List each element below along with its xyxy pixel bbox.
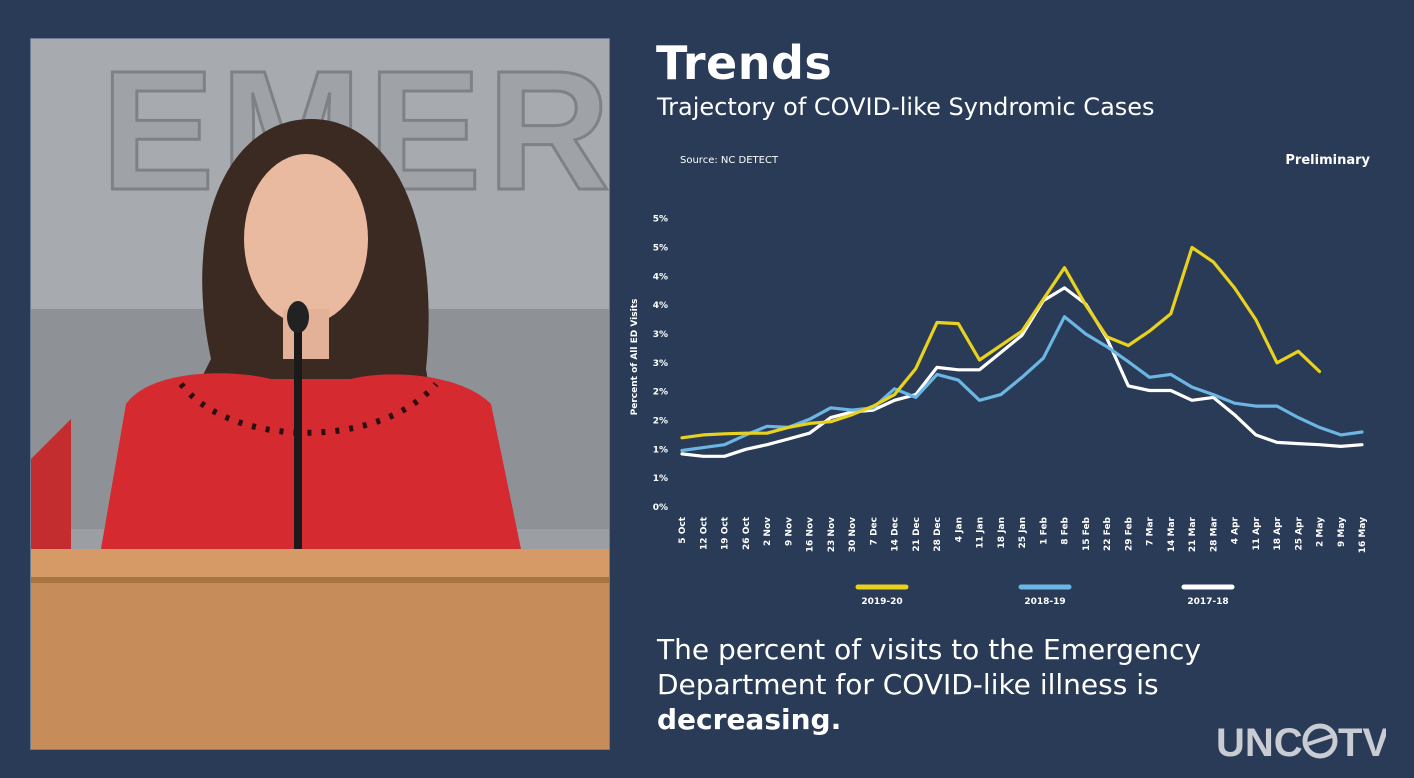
x-tick-label: 23 Nov	[827, 517, 837, 552]
x-tick-label: 21 Dec	[912, 517, 922, 552]
y-tick-label: 5%	[653, 215, 668, 225]
x-tick-label: 28 Mar	[1209, 516, 1219, 552]
x-tick-label: 14 Mar	[1167, 516, 1177, 552]
x-tick-label: 25 Jan	[1018, 517, 1028, 549]
x-tick-label: 11 Jan	[976, 517, 986, 549]
y-tick-label: 1%	[653, 474, 668, 484]
x-tick-label: 28 Dec	[933, 517, 943, 552]
x-tick-label: 2 Nov	[763, 517, 773, 546]
x-tick-label: 14 Dec	[891, 517, 901, 552]
x-tick-label: 22 Feb	[1103, 516, 1113, 551]
x-tick-label: 15 Feb	[1082, 516, 1092, 551]
y-tick-label: 2%	[653, 417, 668, 427]
logo-text-right: TV	[1338, 721, 1386, 764]
x-tick-label: 2 May	[1316, 517, 1326, 547]
y-tick-label: 1%	[653, 445, 668, 455]
source-note: Source: NC DETECT	[680, 155, 779, 166]
y-tick-label: 4%	[653, 272, 668, 282]
series-line-2019-20	[680, 245, 1322, 440]
y-tick-label: 0%	[653, 503, 668, 513]
slide-subtitle: Trajectory of COVID-like Syndromic Cases	[657, 93, 1155, 121]
x-tick-label: 11 Apr	[1252, 516, 1262, 550]
x-tick-label: 16 Nov	[806, 517, 816, 552]
legend-label: 2018-19	[1024, 597, 1065, 607]
slide-caption: The percent of visits to the Emergency D…	[657, 632, 1307, 737]
x-tick-label: 4 Apr	[1231, 516, 1241, 544]
y-tick-label: 5%	[653, 244, 668, 254]
y-tick-label: 4%	[653, 301, 668, 311]
legend-label: 2019-20	[861, 597, 902, 607]
series-lines	[680, 245, 1364, 458]
y-axis-label: Percent of All ED Visits	[630, 299, 640, 416]
y-tick-label: 3%	[653, 359, 668, 369]
y-tick-label: 3%	[653, 330, 668, 340]
x-axis-ticks: 5 Oct 12 Oct 19 Oct 26 Oct 2 Nov 9 Nov 16 Nov 2…	[678, 516, 1368, 553]
x-tick-label: 25 Apr	[1294, 516, 1304, 550]
slide-title: Trends	[656, 36, 833, 90]
x-tick-label: 12 Oct	[699, 516, 709, 550]
video-panel: EMERG	[30, 38, 610, 750]
logo-text-left: UNC	[1216, 721, 1303, 764]
x-tick-label: 1 Feb	[1039, 516, 1049, 544]
logo-emblem-icon	[1302, 723, 1338, 759]
x-tick-label: 26 Oct	[742, 516, 752, 550]
preliminary-label: Preliminary	[1285, 153, 1370, 168]
caption-emphasis: decreasing.	[657, 703, 842, 736]
series-line-2017-18	[680, 286, 1364, 458]
x-tick-label: 16 May	[1358, 517, 1368, 553]
legend-label: 2017-18	[1187, 597, 1228, 607]
x-tick-label: 9 Nov	[784, 517, 794, 546]
y-axis-ticks: 0% 1% 1% 2% 2% 3% 3% 4% 4% 5% 5%	[653, 215, 668, 513]
x-tick-label: 9 May	[1337, 517, 1347, 547]
legend: 2019-20 2018-19 2017-18	[855, 584, 1235, 607]
speaker-video-frame: EMERG	[31, 39, 609, 749]
caption-text: The percent of visits to the Emergency D…	[657, 633, 1201, 701]
x-tick-label: 7 Dec	[869, 517, 879, 545]
y-tick-label: 2%	[653, 388, 668, 398]
x-tick-label: 18 Apr	[1273, 516, 1283, 550]
trend-chart: Source: NC DETECT Preliminary Percent of…	[630, 153, 1371, 607]
x-tick-label: 5 Oct	[678, 516, 688, 543]
x-tick-label: 21 Mar	[1188, 516, 1198, 552]
x-tick-label: 18 Jan	[997, 517, 1007, 549]
unc-tv-logo: UNC TV	[1216, 721, 1386, 764]
x-tick-label: 7 Mar	[1146, 516, 1156, 545]
x-tick-label: 8 Feb	[1061, 516, 1071, 544]
x-tick-label: 4 Jan	[954, 517, 964, 542]
x-tick-label: 29 Feb	[1124, 516, 1134, 551]
x-tick-label: 19 Oct	[721, 516, 731, 550]
x-tick-label: 30 Nov	[848, 517, 858, 552]
